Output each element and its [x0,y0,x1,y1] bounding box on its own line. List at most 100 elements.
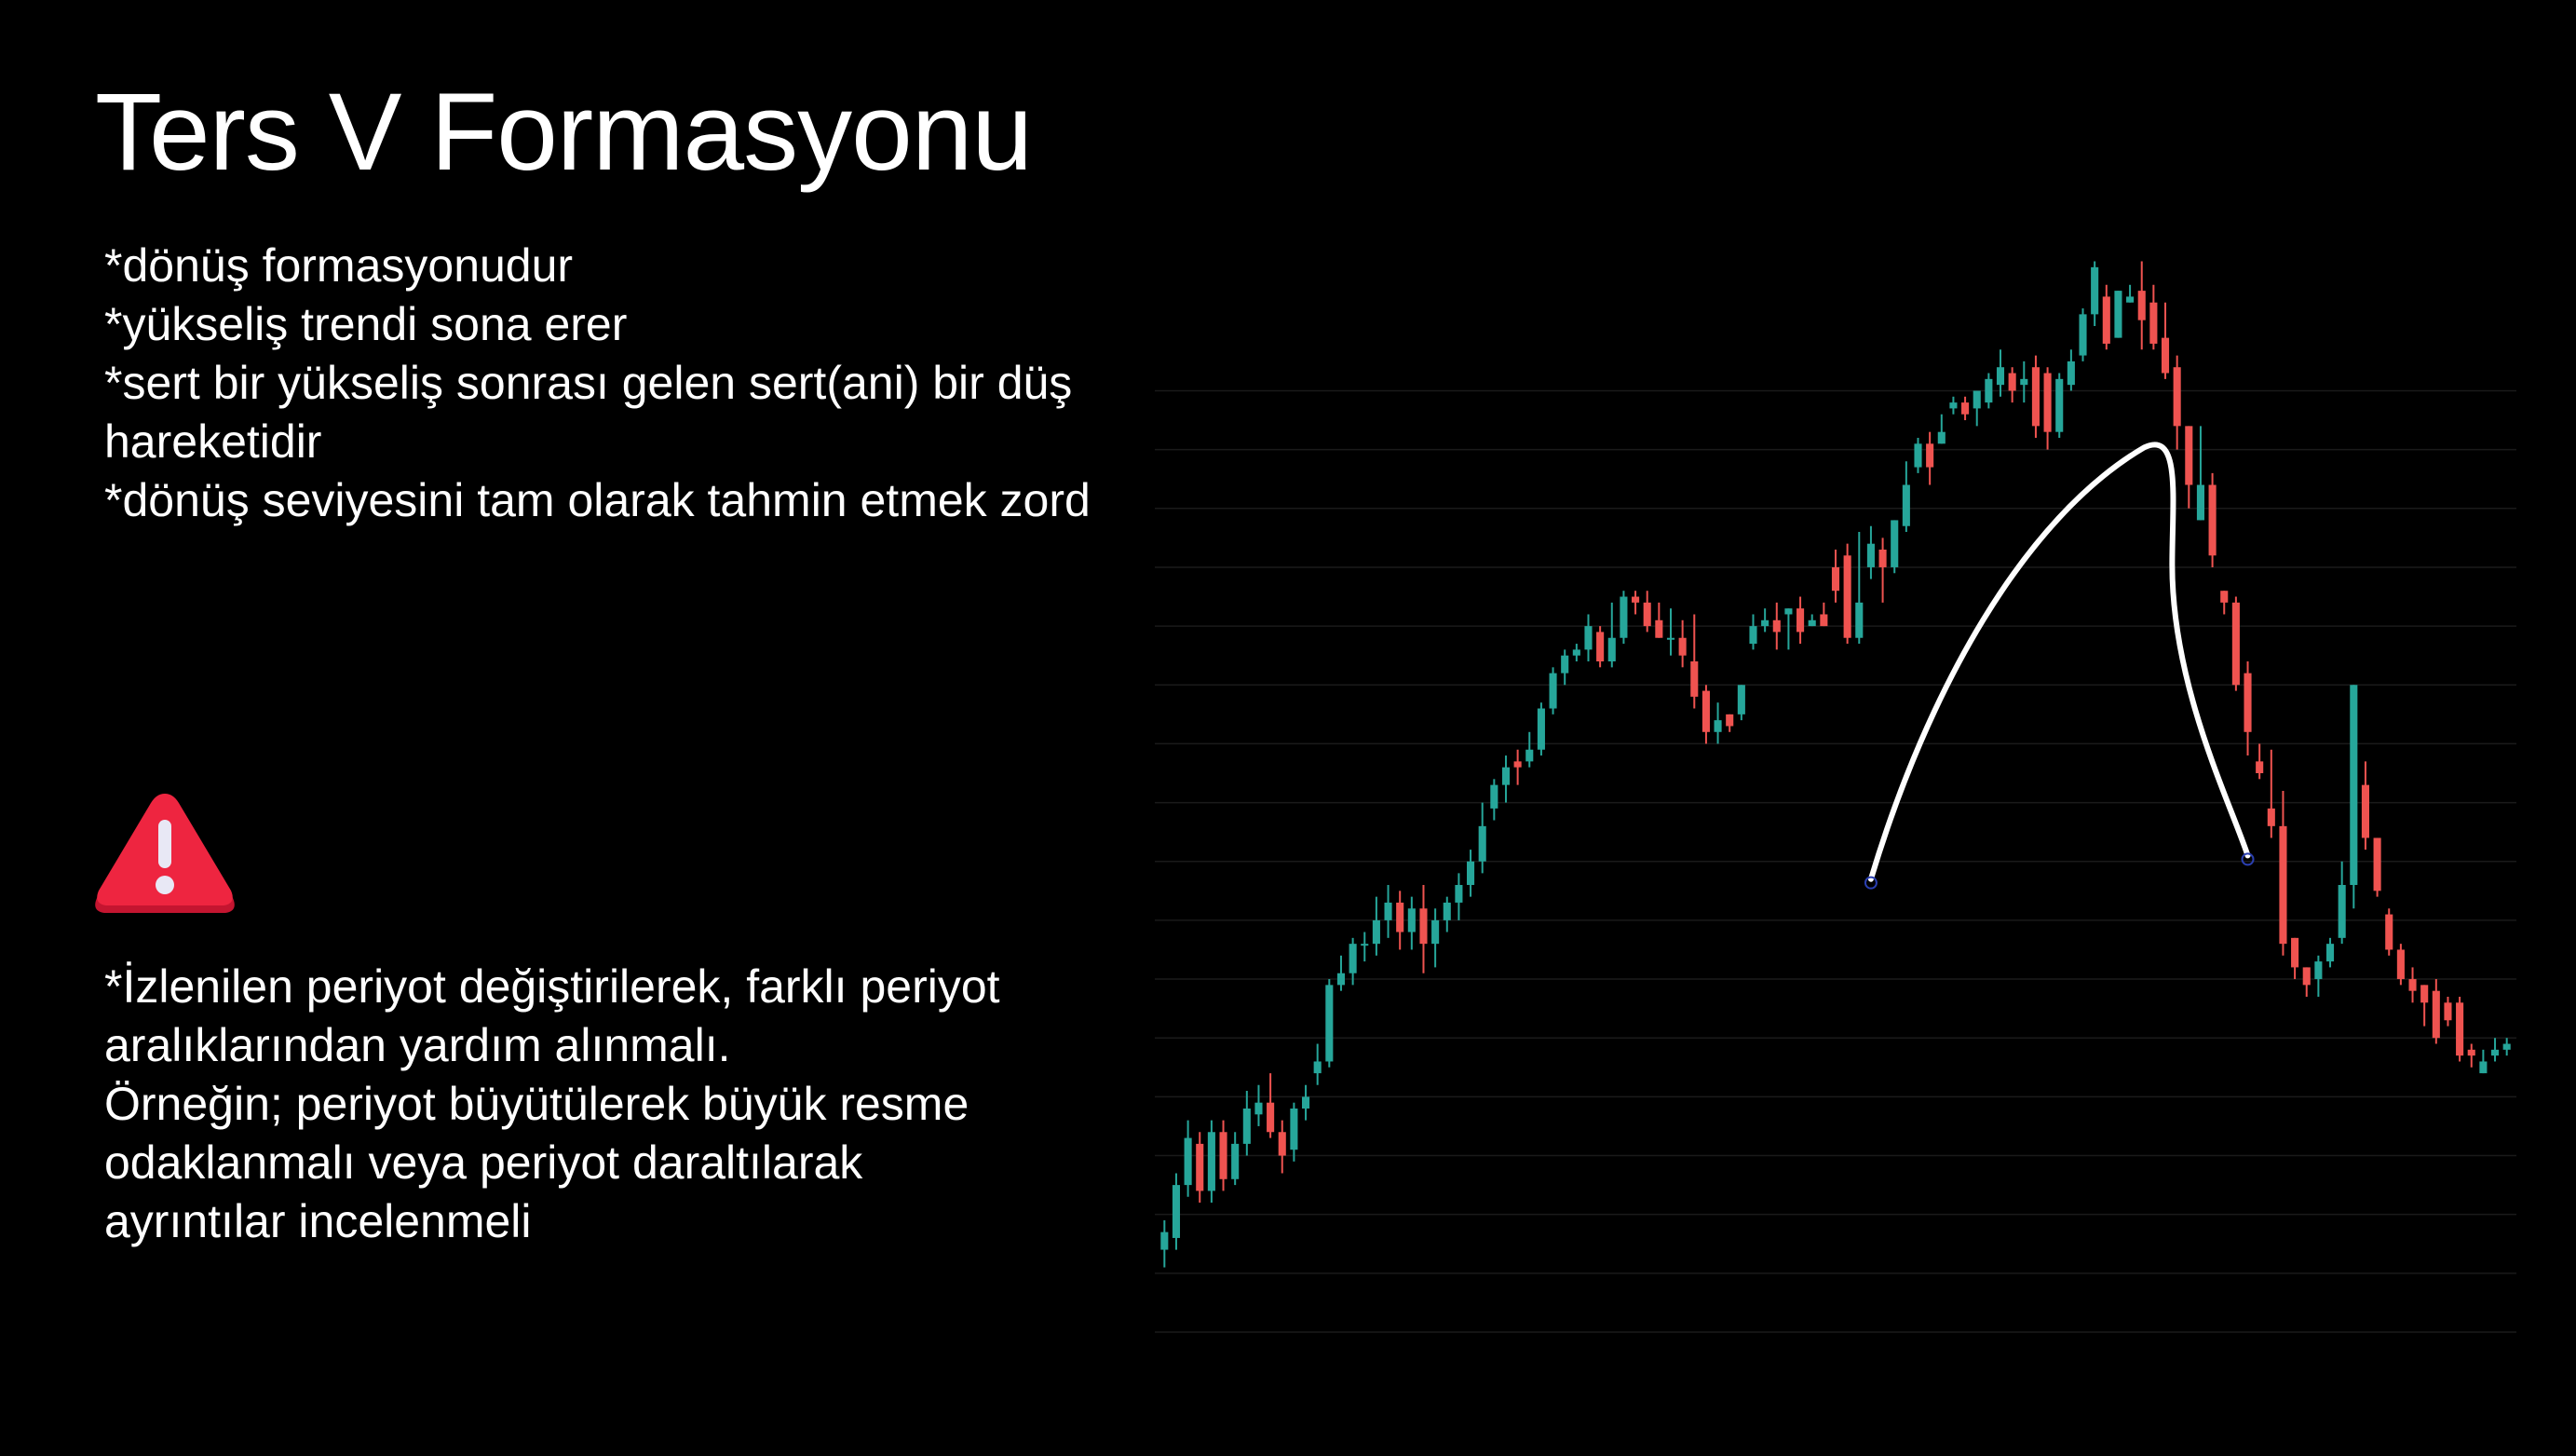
candle-body [2350,685,2358,885]
candle-body [2444,1002,2452,1021]
candle-body [1996,367,2005,386]
candle-body [2208,484,2217,556]
candle-body [1878,550,1887,567]
candle-body [1290,1109,1298,1150]
bullet-line: *dönüş formasyonudur [104,239,574,292]
candle-body [1831,566,1840,592]
candle-body [2256,761,2264,773]
candle-body [1749,626,1757,645]
bullet-line: *sert bir yükseliş sonrası gelen sert(an… [104,357,1073,409]
candle-body [2043,373,2052,432]
candle-body [1478,825,1486,862]
candle-body [2420,985,2429,1003]
candle-body [2361,784,2370,838]
candle-body [2373,837,2381,891]
candle-body [2161,337,2170,374]
bullet-line: *İzlenilen periyot değiştirilerek, farkl… [104,960,1000,1013]
candle-body [1172,1185,1181,1238]
candle-body [1384,902,1392,920]
candle-body [1855,602,1864,638]
candle-body [2456,1002,2464,1056]
candle-body [1196,1143,1204,1191]
candle-body [2490,1049,2500,1056]
candle-body [1313,1061,1322,1074]
bullet-line: odaklanmalı veya periyot daraltılarak [104,1136,863,1189]
candle-body [1820,614,1828,627]
candle-body [1584,626,1593,650]
candle-body [2467,1049,2475,1056]
candle-body [1467,861,1475,885]
candle-body [1160,1231,1169,1250]
annotation-start-handle [1864,876,1878,890]
candle-body [2338,885,2346,938]
candle-body [1714,720,1722,732]
candle-body [1808,619,1816,627]
candle-body [2220,591,2229,603]
candle-body [2267,808,2275,826]
candle-body [1572,649,1580,656]
bullet-line: aralıklarından yardım alınmalı. [104,1019,731,1071]
candle-body [2291,937,2299,968]
candle-body [1490,784,1498,809]
bullets-bottom: *İzlenilen periyot değiştirilerek, farkl… [104,958,1175,1251]
candle-body [2314,961,2323,980]
candle-body [1549,673,1557,709]
candle-body [2396,949,2405,980]
candle-body [1419,908,1428,945]
candle-body [1620,596,1628,638]
bullet-line: *yükseliş trendi sona erer [104,298,628,350]
candle-body [2173,367,2181,427]
slide-title: Ters V Formasyonu [95,71,1033,194]
candle-body [1843,555,1851,638]
candle-body [1926,443,1934,468]
candle-body [1784,608,1793,615]
candle-body [1726,714,1734,727]
candle-body [1632,596,1640,603]
candle-body [1643,602,1651,627]
candle-body [1561,655,1569,674]
candle-body [1937,431,1946,444]
bullet-line: Örneğin; periyot büyütülerek büyük resme [104,1078,969,1130]
candle-body [2479,1061,2488,1074]
candle-body [1678,637,1687,656]
candle-body [1961,402,1970,415]
candle-body [1278,1132,1286,1156]
candle-body [1231,1143,1240,1179]
candle-body [1242,1109,1251,1144]
candle-body [1407,908,1416,932]
candle-body [1796,608,1805,633]
candle-body [2502,1043,2511,1050]
candle-body [2244,673,2252,732]
candle-body [1737,685,1745,714]
candle-body [2432,990,2440,1039]
candle-body [1207,1132,1215,1191]
candle-body [2079,314,2087,356]
candle-body [2067,361,2075,386]
candle-body [1866,543,1875,567]
candle-body [1336,973,1346,986]
candle-body [1455,885,1463,903]
candle-body [1985,378,1993,403]
candle-body [1525,749,1534,762]
candle-body [1902,484,1910,526]
candle-body [1372,919,1380,945]
candle-body [1702,690,1710,732]
candle-body [1596,632,1605,661]
candle-body [1973,390,1981,409]
candle-body [1537,708,1545,750]
candle-body [2114,291,2122,338]
candlestick-chart [1155,261,2516,1333]
bullet-line: *dönüş seviyesini tam olarak tahmin etme… [104,474,1091,526]
candle-body [1267,1102,1275,1133]
candle-body [1772,619,1781,633]
candle-body [2031,367,2040,427]
bullet-line: hareketidir [104,415,322,468]
warning-triangle-icon [91,790,238,920]
candle-body [1219,1132,1227,1179]
candle-body [2149,302,2158,344]
candle-body [1184,1137,1192,1186]
candle-body [1431,919,1440,945]
candle-body [1761,619,1769,627]
candle-body [2091,266,2099,315]
candle-body [1914,443,1922,468]
